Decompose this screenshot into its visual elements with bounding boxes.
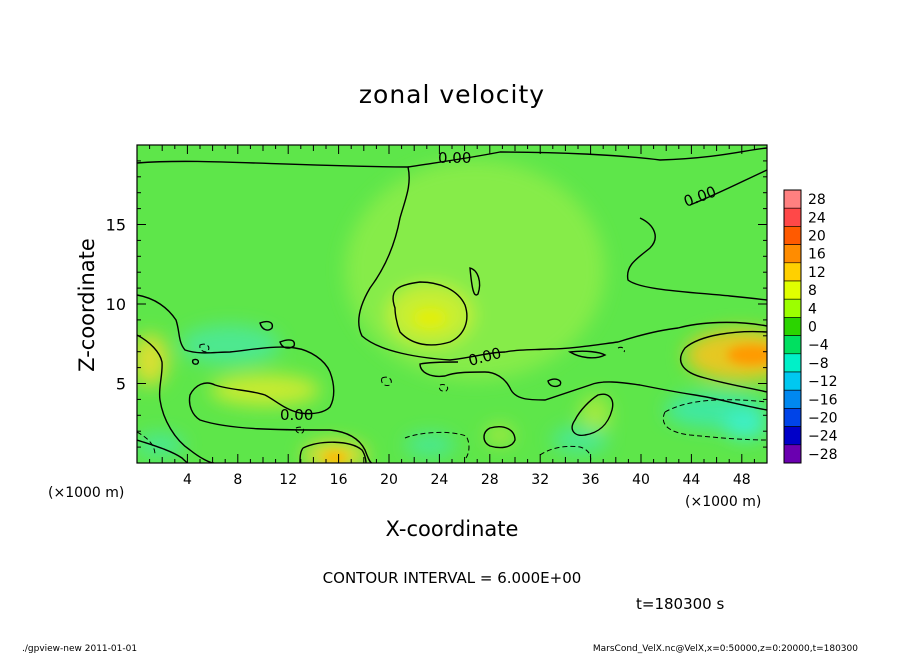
y-tick-label: 10	[106, 295, 126, 314]
colorbar-frame	[783, 189, 802, 464]
y-axis-title: Z-coordinate	[75, 238, 99, 372]
time-text: t=180300 s	[636, 595, 724, 613]
colorbar-label: −8	[808, 356, 829, 372]
plot-area: 0.00 0.00 0.00 0.00	[137, 145, 767, 463]
colorbar-swatch	[783, 207, 802, 227]
colorbar-label: −20	[808, 411, 838, 427]
x-axis-title: X-coordinate	[386, 517, 519, 541]
x-tick-label: 40	[632, 472, 650, 488]
colorbar-swatch	[783, 371, 802, 391]
colorbar-swatch	[783, 389, 802, 409]
colorbar-swatch	[783, 426, 802, 446]
colorbar-swatch	[783, 335, 802, 355]
footer-left: ./gpview-new 2011-01-01	[22, 644, 137, 654]
x-tick-label: 8	[233, 472, 242, 488]
colorbar-swatch	[783, 244, 802, 264]
y-tick-label: 5	[116, 375, 126, 394]
x-axis-unit-right: (×1000 m)	[685, 494, 761, 510]
colorbar-swatch	[783, 317, 802, 336]
chart-title: zonal velocity	[359, 80, 545, 109]
colorbar-label: −16	[808, 392, 838, 408]
x-axis-ticks: 4 8 12 16 20 24 28 32 36 40 44 48	[136, 145, 768, 488]
colorbar-label: 16	[808, 247, 826, 263]
colorbar-label: 12	[808, 265, 826, 281]
colorbar-swatch	[783, 298, 802, 318]
contour-label-top: 0.00	[438, 149, 471, 167]
colorbar-swatch	[783, 353, 802, 373]
colorbar-swatch	[783, 262, 802, 282]
colorbar-swatch	[783, 226, 802, 245]
x-tick-label: 24	[430, 472, 448, 488]
colorbar: 28 24 20 16 12 8 4 0 −4 −8 −12 −16 −20 −24 −28	[783, 189, 838, 464]
colorbar-swatch	[783, 280, 802, 300]
contour-interval-text: CONTOUR INTERVAL = 6.000E+00	[323, 569, 582, 587]
x-tick-label: 12	[279, 472, 297, 488]
x-tick-label: 20	[380, 472, 398, 488]
colorbar-swatch	[783, 444, 802, 464]
colorbar-label: 4	[808, 301, 817, 317]
colorbar-label: −28	[808, 447, 838, 463]
colorbar-swatch	[783, 189, 802, 209]
x-tick-label: 4	[183, 472, 192, 488]
colorbar-label: 28	[808, 192, 826, 208]
colorbar-label: −12	[808, 374, 838, 390]
y-axis-ticks: 5 10 15	[106, 144, 767, 464]
colorbar-swatch	[783, 408, 802, 427]
contour-label-left: 0.00	[280, 406, 313, 424]
y-tick-label: 15	[106, 216, 126, 235]
x-tick-label: 36	[582, 472, 600, 488]
colorbar-label: 0	[808, 320, 817, 336]
colorbar-label: −24	[808, 429, 838, 445]
colorbar-label: 8	[808, 283, 817, 299]
colorbar-label: 20	[808, 229, 826, 245]
x-tick-label: 32	[531, 472, 549, 488]
x-tick-label: 48	[733, 472, 751, 488]
colorbar-label: 24	[808, 210, 826, 226]
x-tick-label: 44	[682, 472, 700, 488]
x-tick-label: 28	[481, 472, 499, 488]
x-axis-unit-left: (×1000 m)	[48, 485, 124, 501]
x-tick-label: 16	[330, 472, 348, 488]
footer-right: MarsCond_VelX.nc@VelX,x=0:50000,z=0:2000…	[593, 644, 858, 654]
colorbar-label: −4	[808, 338, 829, 354]
